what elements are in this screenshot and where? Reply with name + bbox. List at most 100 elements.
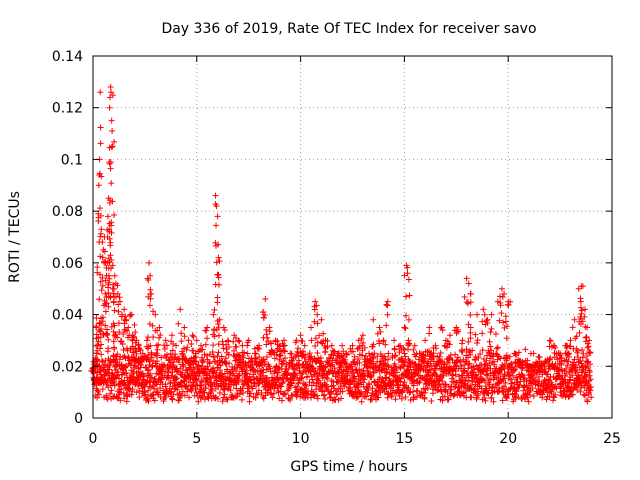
- data-point: [477, 350, 484, 357]
- data-point: [119, 371, 126, 378]
- data-point: [97, 89, 104, 96]
- data-point: [316, 332, 323, 339]
- data-point: [123, 392, 130, 399]
- data-point: [111, 272, 118, 279]
- data-point: [479, 347, 486, 354]
- data-point: [410, 388, 417, 395]
- data-point: [445, 355, 452, 362]
- data-point: [226, 360, 233, 367]
- data-point: [498, 310, 505, 317]
- data-point: [302, 351, 309, 358]
- data-point: [525, 398, 532, 405]
- data-point: [135, 342, 142, 349]
- data-point: [274, 338, 281, 345]
- data-point: [97, 140, 104, 147]
- data-point: [349, 342, 356, 349]
- data-point: [411, 342, 418, 349]
- data-point: [577, 298, 584, 305]
- data-point: [266, 328, 273, 335]
- data-point: [586, 369, 593, 376]
- data-point: [482, 383, 489, 390]
- data-point: [131, 321, 138, 328]
- data-point: [309, 358, 316, 365]
- data-point: [121, 363, 128, 370]
- data-point: [204, 363, 211, 370]
- data-point: [124, 334, 131, 341]
- data-point: [402, 325, 409, 332]
- data-point: [267, 390, 274, 397]
- data-point: [370, 392, 377, 399]
- data-point: [169, 396, 176, 403]
- data-point: [258, 389, 265, 396]
- data-point: [154, 346, 161, 353]
- data-point: [571, 356, 578, 363]
- data-point: [216, 390, 223, 397]
- data-point: [327, 355, 334, 362]
- y-axis-label: ROTI / TECUs: [7, 191, 23, 283]
- data-point: [414, 387, 421, 394]
- data-point: [392, 352, 399, 359]
- data-point: [204, 394, 211, 401]
- data-point: [211, 306, 218, 313]
- chart-title: Day 336 of 2019, Rate Of TEC Index for r…: [161, 21, 536, 37]
- data-point: [358, 398, 365, 405]
- data-point: [302, 381, 309, 388]
- data-point: [587, 376, 594, 383]
- y-tick-label: 0.08: [52, 204, 83, 220]
- data-point: [180, 362, 187, 369]
- data-point: [312, 298, 319, 305]
- x-axis-ticks: 0 5 10 15 20 25: [89, 56, 621, 447]
- data-point: [239, 385, 246, 392]
- data-point: [104, 326, 111, 333]
- data-point: [282, 391, 289, 398]
- data-point: [407, 396, 414, 403]
- data-point: [580, 350, 587, 357]
- data-point: [485, 390, 492, 397]
- data-point: [385, 350, 392, 357]
- x-tick-label: 5: [192, 431, 201, 447]
- data-point: [282, 355, 289, 362]
- data-point: [189, 347, 196, 354]
- data-point: [413, 394, 420, 401]
- data-point: [146, 259, 153, 266]
- data-point: [108, 180, 115, 187]
- data-point: [204, 356, 211, 363]
- data-point: [111, 285, 118, 292]
- data-point: [484, 372, 491, 379]
- data-point: [584, 340, 591, 347]
- data-point: [236, 370, 243, 377]
- data-point: [270, 390, 277, 397]
- data-point: [212, 242, 219, 249]
- data-point: [330, 352, 337, 359]
- data-point: [544, 382, 551, 389]
- data-point: [483, 317, 490, 324]
- data-point: [551, 349, 558, 356]
- data-point: [288, 392, 295, 399]
- data-point: [521, 375, 528, 382]
- data-point: [99, 318, 106, 325]
- data-point: [317, 354, 324, 361]
- data-point: [516, 381, 523, 388]
- data-point: [98, 226, 105, 233]
- data-point: [292, 372, 299, 379]
- data-point: [156, 324, 163, 331]
- data-point: [102, 277, 109, 284]
- data-point: [565, 393, 572, 400]
- data-point: [225, 351, 232, 358]
- data-point: [133, 348, 140, 355]
- data-point: [407, 360, 414, 367]
- data-point: [391, 346, 398, 353]
- data-point: [437, 358, 444, 365]
- data-point: [247, 359, 254, 366]
- data-point: [111, 344, 118, 351]
- data-point: [497, 293, 504, 300]
- data-point: [459, 340, 466, 347]
- data-point: [96, 170, 103, 177]
- data-point: [383, 301, 390, 308]
- data-point: [465, 321, 472, 328]
- data-point: [260, 356, 267, 363]
- data-point: [215, 254, 222, 261]
- data-point: [459, 337, 466, 344]
- data-point: [432, 367, 439, 374]
- data-point: [295, 345, 302, 352]
